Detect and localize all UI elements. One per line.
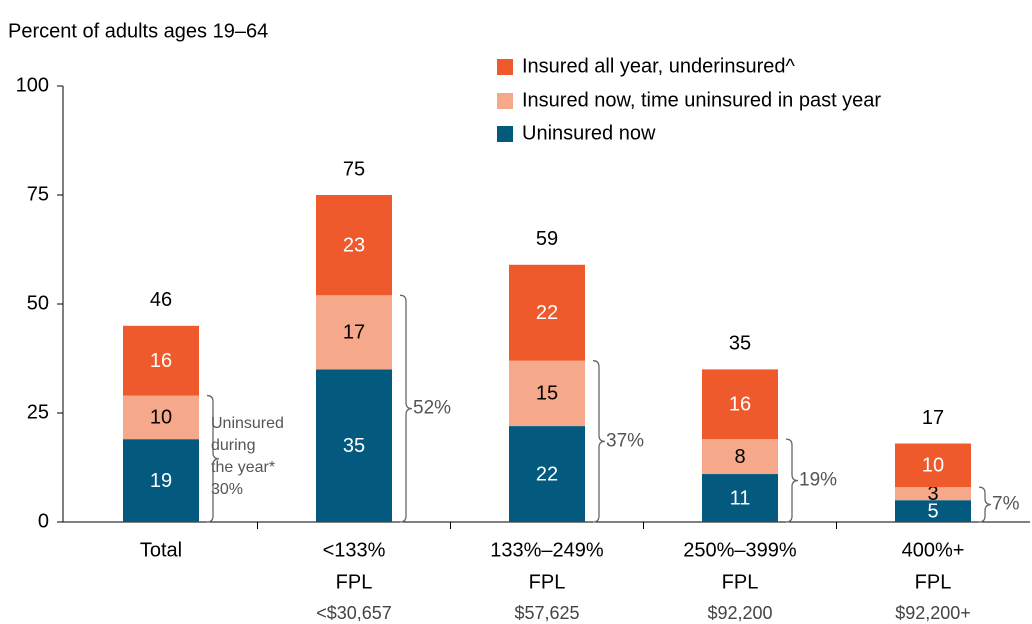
- x-sublabel: $57,625: [514, 603, 579, 623]
- bar-segment: [509, 264, 585, 361]
- segment-label: 23: [343, 234, 365, 256]
- x-tick-label: FPL: [722, 571, 759, 593]
- segment-label: 3: [927, 483, 938, 505]
- total-label: 46: [150, 289, 172, 311]
- bar-segment: [702, 474, 778, 522]
- x-tick-label: 133%–249%: [490, 539, 604, 561]
- segment-label: 19: [150, 470, 172, 492]
- x-tick-label: <133%: [323, 539, 386, 561]
- legend-swatch: [497, 59, 513, 75]
- bracket-label: 37%: [606, 430, 644, 451]
- bracket-label: 19%: [799, 470, 837, 491]
- bar-segment: [123, 325, 199, 396]
- bar-segment: [895, 500, 971, 522]
- bracket: [399, 294, 413, 523]
- y-tick-label: 100: [16, 74, 49, 96]
- bar-segment: [509, 360, 585, 427]
- bracket-note: the year*: [211, 459, 275, 476]
- segment-label: 15: [536, 383, 558, 405]
- legend-swatch: [497, 126, 513, 142]
- segment-label: 22: [536, 302, 558, 324]
- y-tick-label: 0: [38, 510, 49, 532]
- y-tick-label: 25: [27, 401, 49, 423]
- segment-label: 10: [150, 407, 172, 429]
- total-label: 59: [536, 228, 558, 250]
- segment-label: 17: [343, 322, 365, 344]
- bracket-note: during: [211, 437, 255, 454]
- segment-label: 8: [734, 446, 745, 468]
- segment-label: 11: [730, 487, 751, 509]
- segment-label: 35: [343, 435, 365, 457]
- segment-label: 10: [922, 455, 944, 477]
- bracket-label: 52%: [413, 398, 451, 419]
- bracket-label: 7%: [992, 494, 1020, 515]
- segment-label: 16: [150, 350, 172, 372]
- x-sublabel: $92,200: [707, 603, 772, 623]
- bracket-label: 30%: [211, 481, 243, 498]
- bracket-note: Uninsured: [211, 415, 284, 432]
- bar-segment: [895, 443, 971, 488]
- total-label: 35: [729, 333, 751, 355]
- chart-title: Percent of adults ages 19–64: [8, 20, 268, 42]
- bracket: [206, 394, 220, 523]
- bar-segment: [702, 439, 778, 475]
- bar-segment: [316, 195, 392, 296]
- segment-label: 5: [927, 500, 938, 522]
- total-label: 75: [343, 158, 365, 180]
- x-tick-label: FPL: [915, 571, 952, 593]
- bar-segment: [123, 439, 199, 522]
- x-tick-label: FPL: [336, 571, 373, 593]
- bar-segment: [123, 395, 199, 440]
- bracket: [978, 486, 992, 523]
- y-tick-label: 50: [27, 292, 49, 314]
- total-label: 17: [922, 407, 944, 429]
- bar-segment: [895, 487, 971, 501]
- legend-label: Insured now, time uninsured in past year: [522, 89, 881, 111]
- bracket: [785, 438, 799, 523]
- y-tick-label: 75: [27, 183, 49, 205]
- bracket: [592, 360, 606, 523]
- segment-label: 16: [729, 394, 751, 416]
- bar-segment: [316, 369, 392, 522]
- x-tick-label: 250%–399%: [683, 539, 797, 561]
- x-sublabel: <$30,657: [316, 603, 392, 623]
- bar-segment: [509, 426, 585, 522]
- x-tick-label: 400%+: [902, 539, 965, 561]
- x-tick-label: Total: [140, 539, 182, 561]
- segment-label: 22: [536, 463, 558, 485]
- bar-segment: [316, 295, 392, 370]
- legend-label: Uninsured now: [522, 122, 656, 144]
- x-tick-label: FPL: [529, 571, 566, 593]
- bar-segment: [702, 369, 778, 440]
- legend-label: Insured all year, underinsured^: [522, 55, 795, 77]
- x-sublabel: $92,200+: [895, 603, 971, 623]
- legend-swatch: [497, 93, 513, 109]
